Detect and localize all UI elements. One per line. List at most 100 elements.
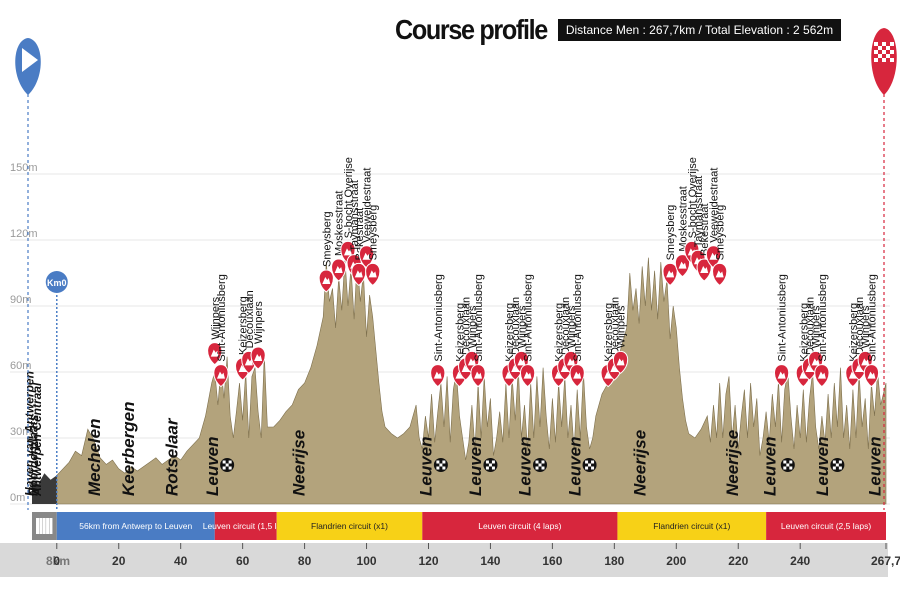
x-tick-label: 0 [53, 554, 60, 568]
x-tick-label: 140 [480, 554, 500, 568]
mountain-icon [817, 371, 826, 379]
x-tick-label: 120 [418, 554, 438, 568]
mountain-icon [616, 358, 625, 366]
x-tick-label: 100 [357, 554, 377, 568]
mountain-icon [700, 266, 709, 273]
climb-label: Bekestraat [699, 203, 711, 256]
checkered-flag-icon [890, 50, 894, 54]
finish-pass-check [436, 466, 440, 470]
climb-label: Sint-Antoniusberg [433, 274, 445, 361]
x-tick-label: 267,7 [871, 554, 900, 568]
finish-pass-check [488, 463, 492, 467]
climb-label: Sint-Antoniusberg [777, 274, 789, 361]
checkered-flag-icon [890, 42, 894, 46]
segment-bar [214, 512, 277, 540]
place-label: Leuven [417, 436, 436, 496]
y-tick-label: 150m [10, 162, 38, 174]
climb-label: Sint-Antoniusberg [523, 274, 535, 361]
y-tick-label: 30m [10, 426, 31, 438]
x-tick-label: 240 [790, 554, 810, 568]
place-label: Leuven [466, 436, 485, 496]
climb-label: Decouxlaan [244, 290, 256, 348]
finish-pass-check [541, 460, 545, 464]
neutral-stripe [46, 518, 50, 534]
segment-bar [422, 512, 618, 540]
climb-label: Wijnpers [253, 301, 265, 344]
neutral-stripe [36, 518, 39, 534]
climb-label: Decouxlaan [854, 297, 866, 355]
place-label: Keerbergen [119, 402, 138, 496]
climb-label: Veeweidestraat [708, 168, 720, 243]
checkered-flag-icon [878, 46, 882, 50]
mountain-icon [254, 354, 263, 361]
climb-label: Decouxlaan [461, 297, 473, 355]
climb-label: Sint-Antoniusberg [473, 274, 485, 361]
checkered-flag-icon [882, 58, 886, 62]
place-label: Leuven [203, 436, 222, 496]
checkered-flag-icon [886, 54, 890, 58]
km0-label: Km0 [47, 278, 67, 288]
mountain-icon [343, 248, 352, 256]
finish-pass-check [832, 460, 836, 464]
checkered-flag-icon [874, 50, 878, 54]
place-label: Haven van Antwerpen [23, 371, 37, 496]
finish-pass-check [491, 460, 495, 464]
x-tick-label: 20 [112, 554, 126, 568]
climb-label: Keizersberg [504, 303, 516, 362]
finish-pass-check [222, 466, 226, 470]
finish-pass-check [436, 460, 440, 464]
x-tick-label: 200 [666, 554, 686, 568]
segment-label: Flandrien circuit (x1) [311, 521, 388, 531]
climb-label: Taymansstraat [349, 180, 361, 252]
mountain-icon [322, 277, 331, 284]
place-label: Neerijse [630, 430, 649, 496]
climb-label: Decouxlaan [560, 297, 572, 355]
finish-pass-check [838, 460, 842, 464]
checkered-flag-icon [890, 58, 894, 62]
climb-label: S-bocht Overijse [687, 157, 699, 238]
segment-label: Flandrien circuit (x1) [653, 521, 730, 531]
place-label: Noorderplaats [26, 414, 40, 496]
neutral-stripe [42, 518, 46, 534]
y-tick-label: 0m [10, 492, 25, 504]
mountain-icon [709, 252, 718, 260]
checkered-flag-icon [874, 42, 878, 46]
segment-label: Leuven circuit (2,5 laps) [781, 521, 871, 531]
finish-pass-check [491, 466, 495, 470]
climb-label: Keizersberg [848, 303, 860, 362]
x-tick-label: 60 [236, 554, 250, 568]
finish-pass-check [832, 466, 836, 470]
mountain-icon [334, 266, 343, 273]
finish-pass-check [485, 466, 489, 470]
finish-pass-check [591, 466, 595, 470]
finish-pass-check [585, 460, 589, 464]
finish-pass-check [588, 463, 592, 467]
finish-pass-check [225, 463, 229, 467]
place-label: Leuven [565, 436, 584, 496]
mountain-icon [811, 358, 820, 366]
neutral-stripe [49, 518, 53, 534]
finish-pass-check [442, 466, 446, 470]
mountain-icon [523, 371, 532, 379]
mountain-icon [678, 261, 687, 269]
climb-label: Taymansstraat [693, 176, 705, 248]
mountain-icon [777, 371, 786, 379]
km0-marker [45, 271, 68, 293]
climb-label: Keizersberg [554, 303, 566, 362]
climb-label: Decouxlaan [804, 297, 816, 355]
finish-pass-check [535, 460, 539, 464]
climb-label: Sint-Antoniusberg [866, 274, 878, 361]
segment-label: Leuven circuit (1,5 lap) [203, 521, 289, 531]
mountain-icon [715, 270, 724, 278]
place-label: Rotselaar [163, 417, 182, 496]
finish-pass-check [439, 463, 443, 467]
climb-label: Veeweidestraat [362, 168, 374, 243]
place-label: Leuven [813, 436, 832, 496]
climb-label: Sint-Antoniusberg [817, 274, 829, 361]
climb-label: Wijnpers [467, 305, 479, 348]
x-tick-label: 220 [728, 554, 748, 568]
finish-pass-check [535, 466, 539, 470]
mountain-icon [867, 371, 876, 379]
segment-bar [276, 512, 423, 540]
climb-label: Smeysberg [665, 205, 677, 261]
